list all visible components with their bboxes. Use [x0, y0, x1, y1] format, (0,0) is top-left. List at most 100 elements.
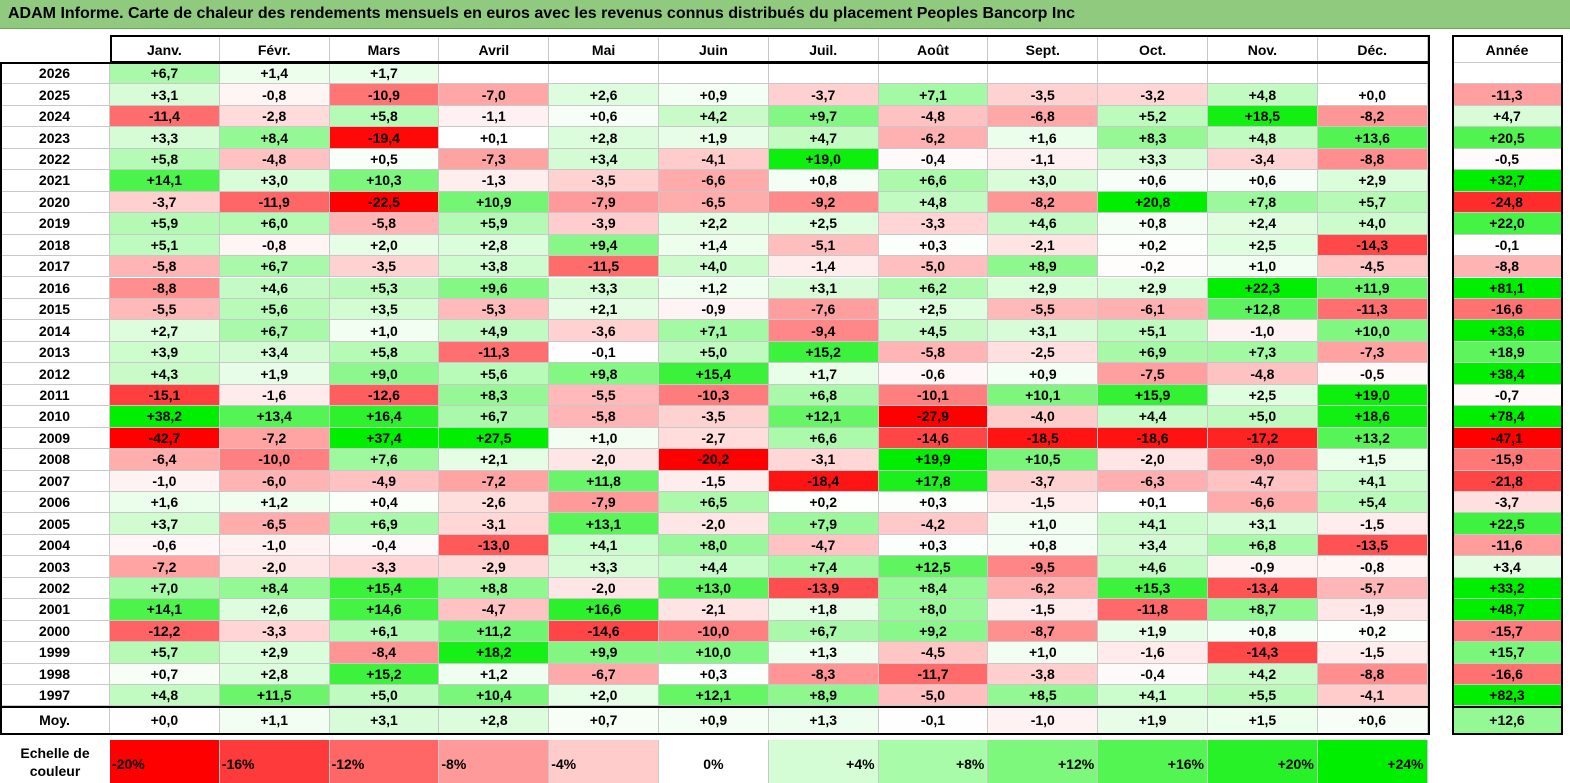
heatmap-cell: +3,0 [219, 170, 330, 192]
month-header: Avril [439, 37, 550, 63]
heatmap-cell: -3,3 [219, 620, 330, 643]
heatmap-cell: -10,0 [219, 449, 330, 471]
heatmap-cell: +1,6 [988, 127, 1099, 149]
heatmap-cell: -6,6 [1208, 492, 1318, 514]
heatmap-cell: +3,4 [219, 341, 330, 364]
annual-cell: +22,0 [1452, 213, 1563, 235]
heatmap-cell: -4,9 [329, 470, 440, 492]
heatmap-cell: +37,4 [329, 427, 440, 450]
heatmap-cell: +1,0 [988, 642, 1099, 664]
heatmap-cell: -7,3 [1317, 341, 1428, 364]
heatmap-cell: -3,5 [988, 84, 1099, 106]
heatmap-cell: +2,4 [1208, 213, 1318, 235]
year-label: 2010 [0, 406, 110, 428]
heatmap-cell: +7,8 [1208, 191, 1318, 214]
heatmap-cell: +19,0 [768, 148, 879, 171]
heatmap-cell: -3,7 [988, 470, 1099, 492]
color-scale-step: +20% [1208, 740, 1318, 783]
annual-cell [1452, 63, 1563, 85]
heatmap-cell: -11,7 [878, 663, 989, 686]
heatmap-cell: -2,0 [549, 577, 659, 600]
heatmap-cell: -2,9 [439, 556, 550, 578]
heatmap-cell: -0,1 [549, 341, 659, 364]
average-cell: -1,0 [988, 706, 1099, 734]
heatmap-cell: +7,0 [110, 577, 220, 600]
heatmap-cell: -7,6 [768, 298, 879, 321]
average-cell: +0,7 [549, 706, 659, 734]
annual-cell: +78,4 [1452, 406, 1563, 428]
heatmap-cell: +5,4 [1317, 492, 1428, 514]
heatmap-cell: +20,8 [1098, 191, 1208, 214]
heatmap-cell: -6,5 [219, 513, 330, 535]
heatmap-cell: +4,4 [659, 556, 769, 578]
heatmap-cell: +4,1 [549, 534, 659, 557]
color-scale-step: +16% [1098, 740, 1208, 783]
heatmap-cell: -8,8 [1317, 663, 1428, 686]
heatmap-cell: -9,4 [768, 320, 879, 342]
heatmap-cell: +10,0 [659, 642, 769, 664]
heatmap-cell: +11,9 [1317, 277, 1428, 299]
annual-cell: +22,5 [1452, 513, 1563, 535]
heatmap-cell: -8,7 [988, 620, 1099, 643]
heatmap-cell: +9,9 [549, 642, 659, 664]
heatmap-cell: -13,4 [1208, 577, 1318, 600]
heatmap-cell: +0,2 [768, 492, 879, 514]
average-separator [0, 705, 1430, 708]
annual-cell: +33,2 [1452, 577, 1563, 600]
heatmap-cell: +2,9 [1098, 277, 1208, 299]
heatmap-cell: +3,4 [1098, 534, 1208, 557]
year-label: 2008 [0, 449, 110, 471]
year-label: 1998 [0, 663, 110, 686]
heatmap-cell: +8,4 [219, 577, 330, 600]
annual-cell: -16,6 [1452, 663, 1563, 686]
heatmap-cell: +6,2 [878, 277, 989, 299]
heatmap-cell: +8,3 [1098, 127, 1208, 149]
heatmap-cell: +18,5 [1208, 105, 1318, 128]
annual-cell: +32,7 [1452, 170, 1563, 192]
heatmap-cell: -7,2 [439, 470, 550, 492]
heatmap-cell: +2,9 [219, 642, 330, 664]
annual-cell: +3,4 [1452, 556, 1563, 578]
heatmap-cell: +1,9 [1098, 620, 1208, 643]
heatmap-cell: +1,3 [768, 642, 879, 664]
heatmap-cell: -2,7 [659, 427, 769, 450]
heatmap-cell: +5,0 [329, 685, 440, 707]
month-header: Oct. [1098, 37, 1208, 63]
heatmap-cell: -1,0 [110, 470, 220, 492]
heatmap-cell: -7,3 [439, 148, 550, 171]
heatmap-cell: +5,6 [439, 363, 550, 385]
heatmap-cell: -4,1 [1317, 685, 1428, 707]
heatmap-cell: +8,5 [988, 685, 1099, 707]
average-cell: -0,1 [878, 706, 989, 734]
heatmap-cell: -1,0 [1208, 320, 1318, 342]
heatmap-cell: +4,5 [878, 320, 989, 342]
average-cell: +0,9 [659, 706, 769, 734]
color-scale-step: -4% [549, 740, 659, 783]
heatmap-cell: +8,4 [219, 127, 330, 149]
heatmap-cell: -2,1 [988, 234, 1099, 257]
heatmap-cell: +3,0 [988, 170, 1099, 192]
year-label: 2000 [0, 620, 110, 643]
color-scale-step: -8% [439, 740, 550, 783]
year-header: Année [1452, 37, 1563, 63]
heatmap-cell: -9,0 [1208, 449, 1318, 471]
heatmap-cell: +10,3 [329, 170, 440, 192]
heatmap-cell: -2,0 [219, 556, 330, 578]
heatmap-cell: +0,8 [1208, 620, 1318, 643]
heatmap-cell: +1,8 [768, 599, 879, 621]
heatmap-cell: +5,7 [1317, 191, 1428, 214]
heatmap-cell: +3,3 [110, 127, 220, 149]
heatmap-cell: -1,5 [1317, 513, 1428, 535]
heatmap-cell: +8,0 [659, 534, 769, 557]
heatmap-cell: +13,6 [1317, 127, 1428, 149]
annual-cell: -8,8 [1452, 256, 1563, 278]
chart-title: ADAM Informe. Carte de chaleur des rende… [8, 5, 1075, 22]
heatmap-cell: -27,9 [878, 406, 989, 428]
heatmap-cell: -5,5 [549, 384, 659, 407]
heatmap-cell: +16,6 [549, 599, 659, 621]
heatmap-cell: -3,3 [878, 213, 989, 235]
heatmap-cell: +1,9 [659, 127, 769, 149]
year-label: 2020 [0, 191, 110, 214]
heatmap-cell: -22,5 [329, 191, 440, 214]
heatmap-cell: -3,2 [1098, 84, 1208, 106]
